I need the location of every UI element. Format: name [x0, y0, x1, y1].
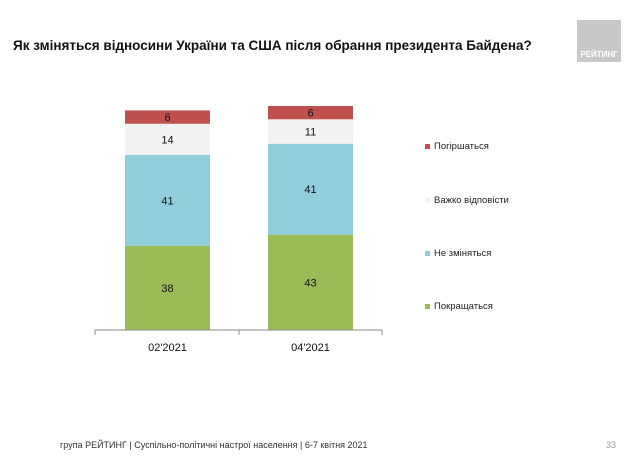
bar-segment	[125, 110, 210, 124]
bar-segment	[125, 123, 210, 155]
bar-segment	[268, 119, 353, 144]
x-tick-label: 04'2021	[291, 342, 330, 354]
footer-text: група РЕЙТИНГ | Суспільно-політичні наст…	[60, 440, 368, 450]
logo-text: РЕЙТИНГ	[580, 50, 618, 59]
data-label: 43	[304, 277, 316, 289]
data-label: 6	[164, 112, 170, 124]
legend-item: Не зміняться	[425, 248, 491, 259]
rating-logo: РЕЙТИНГ	[577, 20, 621, 62]
data-label: 14	[161, 134, 173, 146]
legend-label: Погіршаться	[434, 141, 489, 152]
x-tick-label: 02'2021	[148, 342, 187, 354]
data-label: 38	[161, 283, 173, 295]
chart-title: Як зміняться відносини України та США пі…	[13, 38, 532, 53]
legend-label: Покращаться	[434, 301, 493, 312]
legend-swatch	[425, 198, 430, 203]
legend-swatch	[425, 251, 430, 256]
legend-label: Не зміняться	[434, 248, 492, 259]
legend-item: Погіршаться	[425, 141, 489, 152]
bar-segment	[125, 154, 210, 246]
bar-segment	[268, 234, 353, 330]
bar-segment	[125, 245, 210, 330]
legend-item: Важко відповісти	[425, 195, 509, 206]
data-label: 41	[161, 195, 173, 207]
data-label: 11	[305, 127, 316, 139]
legend-swatch	[425, 304, 430, 309]
legend-swatch	[425, 144, 430, 149]
legend-item: Покращаться	[425, 301, 493, 312]
page-number: 33	[606, 440, 617, 450]
bar-segment	[268, 106, 353, 120]
legend-label: Важко відповісти	[434, 195, 509, 206]
data-label: 41	[304, 184, 316, 196]
bar-segment	[268, 143, 353, 235]
data-label: 6	[307, 108, 313, 120]
